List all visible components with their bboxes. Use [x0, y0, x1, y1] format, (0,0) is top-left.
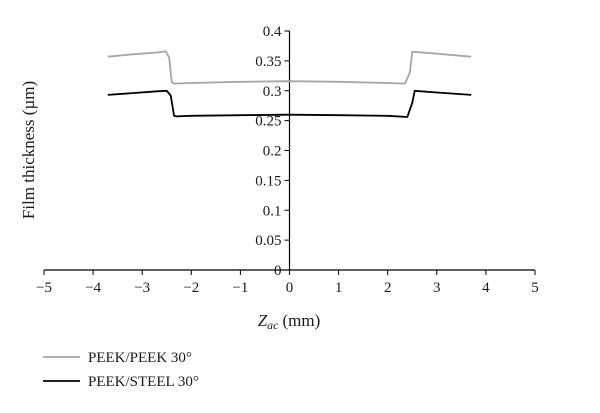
series-line-peek-steel-30 [107, 89, 472, 118]
y-tick-label: 0.1 [263, 203, 282, 219]
y-tick-label: 0.05 [255, 233, 281, 249]
y-tick-label: 0.3 [263, 84, 282, 100]
x-tick-label: 3 [433, 280, 441, 296]
y-tick-label: 0.2 [263, 144, 282, 160]
x-tick-label: −3 [134, 280, 150, 296]
x-tick-label: 1 [335, 280, 343, 296]
legend-entry: PEEK/STEEL 30° [88, 374, 199, 390]
y-tick-label: 0.35 [255, 54, 281, 70]
y-tick-label: 0 [274, 263, 282, 279]
x-tick-label: −5 [36, 280, 52, 296]
plot-area: −5 −4 −3 −2 −1 0 1 2 3 4 5 0 0.05 0.1 0.15 0.2 0.25 0.3 0.… [36, 24, 539, 296]
x-tick-label: 2 [384, 280, 392, 296]
x-tick-label: 5 [531, 280, 539, 296]
series-line-peek-peek-30 [107, 50, 472, 85]
y-tick-label: 0.25 [255, 114, 281, 130]
legend-entry: PEEK/PEEK 30° [88, 350, 192, 366]
y-tick-label: 0.15 [255, 173, 281, 189]
y-tick-label: 0.4 [263, 24, 282, 40]
x-axis-label: Zac (mm) [258, 311, 321, 332]
y-axis-label: Film thickness (µm) [19, 81, 38, 219]
x-tick-label: −4 [85, 280, 101, 296]
x-tick-label: 0 [286, 280, 294, 296]
legend: PEEK/PEEK 30° PEEK/STEEL 30° [43, 350, 199, 390]
x-tick-label: −2 [183, 280, 199, 296]
x-tick-label: −1 [232, 280, 248, 296]
x-tick-label: 4 [482, 280, 490, 296]
